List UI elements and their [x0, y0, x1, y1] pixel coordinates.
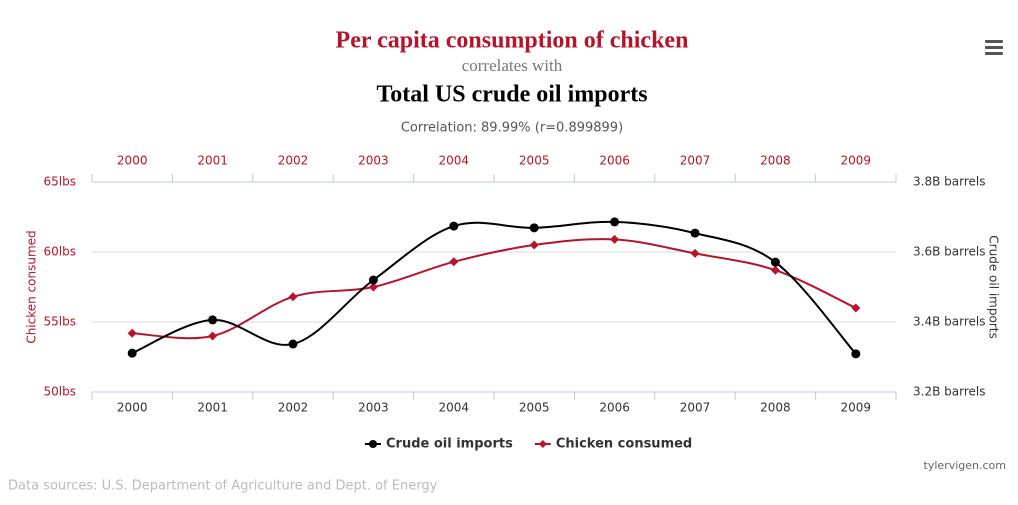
caption: Correlation: 89.99% (r=0.899899)	[401, 121, 623, 136]
point	[127, 328, 137, 338]
credit: tylervigen.com	[924, 459, 1006, 472]
y-tick-label: 55lbs	[44, 315, 76, 329]
point	[610, 217, 620, 227]
x-tick-label: 2000	[117, 401, 148, 415]
point	[770, 257, 780, 267]
x-top-tick-label: 2001	[197, 154, 228, 168]
point	[368, 275, 378, 285]
point	[529, 223, 539, 233]
chart-title: Per capita consumption of chicken	[336, 28, 689, 54]
point	[288, 292, 298, 302]
legend-label: Chicken consumed	[556, 437, 692, 452]
x-tick-label: 2004	[439, 401, 470, 415]
x-top-tick-label: 2007	[680, 154, 711, 168]
x-tick-label: 2008	[760, 401, 791, 415]
legend-item: Crude oil imports	[365, 437, 513, 452]
point	[288, 339, 298, 349]
y-tick-label: 50lbs	[44, 385, 76, 399]
subtitle: correlates with	[462, 56, 563, 75]
point	[851, 349, 861, 359]
point	[449, 221, 459, 231]
point	[851, 303, 861, 313]
x-top-tick-label: 2000	[117, 154, 148, 168]
x-tick-label: 2009	[841, 401, 872, 415]
x-tick-label: 2007	[680, 401, 711, 415]
y-tick-label: 65lbs	[44, 175, 76, 189]
menu-bar	[985, 40, 1003, 43]
point	[127, 348, 137, 358]
y-axis-title: Chicken consumed	[25, 230, 39, 343]
x-top-tick-label: 2006	[599, 154, 630, 168]
x-top-tick-label: 2003	[358, 154, 389, 168]
menu-bar	[985, 52, 1003, 55]
point	[610, 234, 620, 244]
x-top-tick-label: 2004	[439, 154, 470, 168]
y2-tick-label: 3.4B barrels	[913, 315, 985, 329]
point	[529, 240, 539, 250]
point	[690, 228, 700, 238]
menu-bar	[985, 46, 1003, 49]
y-tick-label: 60lbs	[44, 245, 76, 259]
y2-tick-label: 3.6B barrels	[913, 245, 985, 259]
x-top-tick-label: 2005	[519, 154, 550, 168]
y2-axis-title: Crude oil imports	[987, 235, 1001, 338]
legend-marker	[538, 440, 547, 448]
x-tick-label: 2006	[599, 401, 630, 415]
legend-item: Chicken consumed	[534, 437, 692, 452]
source-note: Data sources: U.S. Department of Agricul…	[8, 479, 438, 494]
point	[690, 248, 700, 258]
point	[208, 315, 218, 325]
legend-label: Crude oil imports	[386, 437, 513, 452]
x-tick-label: 2002	[278, 401, 309, 415]
point	[368, 282, 378, 292]
x-tick-label: 2005	[519, 401, 550, 415]
x-top-tick-label: 2008	[760, 154, 791, 168]
x-tick-label: 2001	[197, 401, 228, 415]
point	[208, 331, 218, 341]
x-top-tick-label: 2002	[278, 154, 309, 168]
series-line	[131, 220, 857, 355]
x-top-tick-label: 2009	[841, 154, 872, 168]
y2-tick-label: 3.2B barrels	[913, 385, 985, 399]
y2-tick-label: 3.8B barrels	[913, 175, 985, 189]
x-tick-label: 2003	[358, 401, 389, 415]
chart-title: Total US crude oil imports	[376, 82, 647, 108]
legend-marker	[369, 440, 377, 448]
point	[770, 265, 780, 275]
menu-button[interactable]	[985, 40, 1003, 55]
series-line	[132, 238, 857, 340]
point	[449, 257, 459, 267]
